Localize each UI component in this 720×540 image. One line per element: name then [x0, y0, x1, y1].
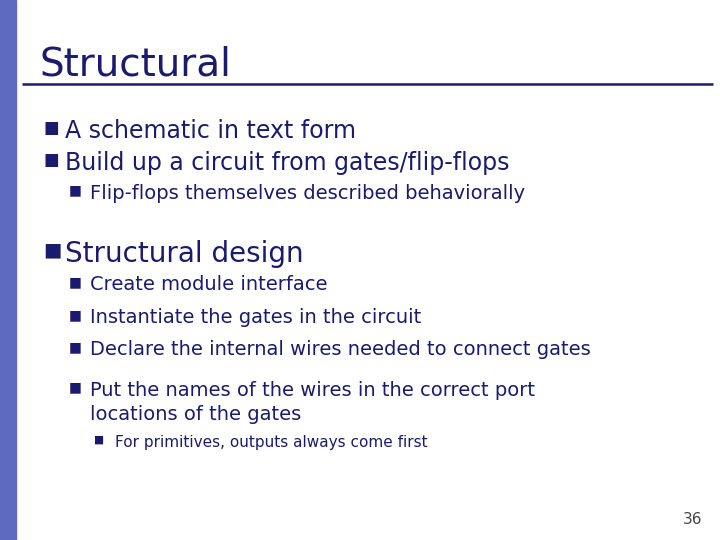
Text: For primitives, outputs always come first: For primitives, outputs always come firs…: [115, 435, 428, 450]
Text: ■: ■: [68, 308, 81, 322]
Text: ■: ■: [43, 240, 62, 259]
Text: Put the names of the wires in the correct port
locations of the gates: Put the names of the wires in the correc…: [90, 381, 535, 424]
Text: Structural design: Structural design: [65, 240, 303, 268]
Text: ■: ■: [68, 184, 81, 198]
Text: ■: ■: [94, 435, 104, 445]
Text: Structural: Structural: [40, 46, 231, 84]
Text: Flip-flops themselves described behaviorally: Flip-flops themselves described behavior…: [90, 184, 525, 202]
Text: ■: ■: [68, 340, 81, 354]
Text: A schematic in text form: A schematic in text form: [65, 119, 356, 143]
Text: Build up a circuit from gates/flip-flops: Build up a circuit from gates/flip-flops: [65, 151, 509, 175]
Text: ■: ■: [68, 381, 81, 395]
Text: ■: ■: [43, 119, 59, 137]
Text: ■: ■: [43, 151, 59, 169]
Text: Declare the internal wires needed to connect gates: Declare the internal wires needed to con…: [90, 340, 590, 359]
Text: ■: ■: [68, 275, 81, 289]
Text: Create module interface: Create module interface: [90, 275, 328, 294]
Text: Instantiate the gates in the circuit: Instantiate the gates in the circuit: [90, 308, 421, 327]
Text: 36: 36: [683, 511, 702, 526]
